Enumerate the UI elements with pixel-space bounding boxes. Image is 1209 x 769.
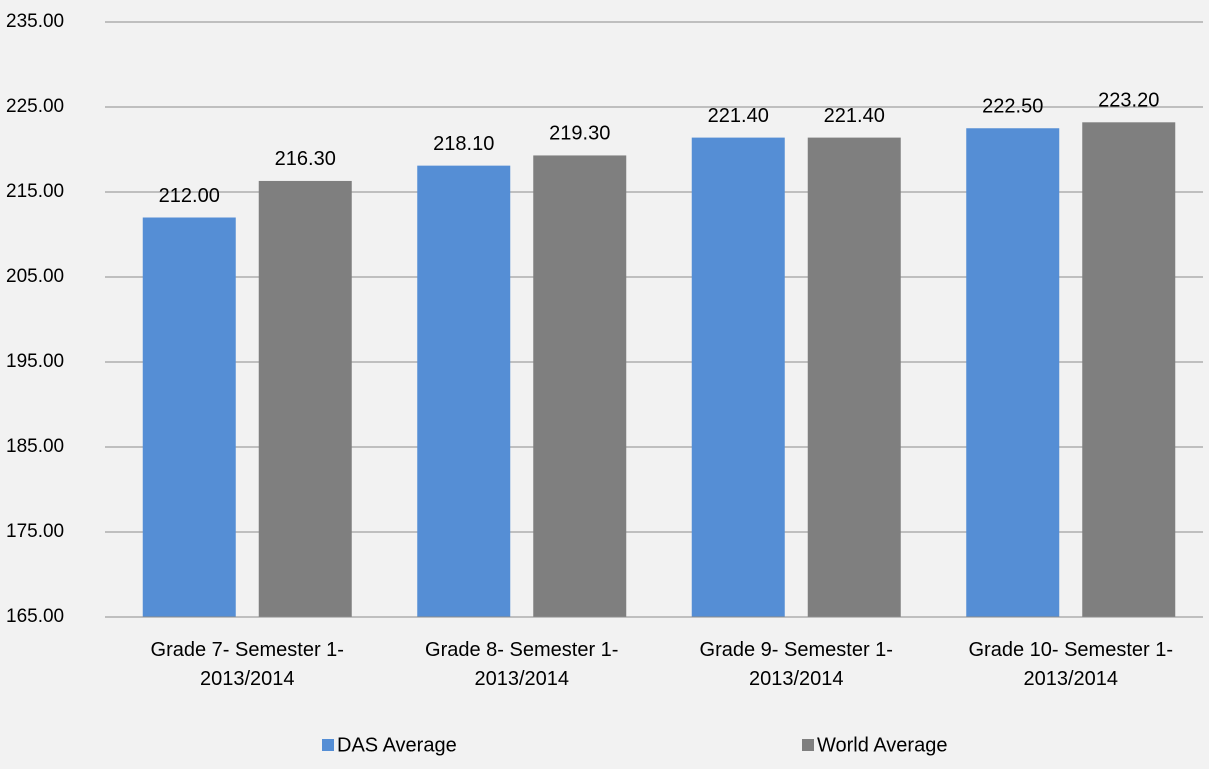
legend-label: DAS Average [337, 734, 457, 756]
x-tick-label: Grade 8- Semester 1- 2013/2014 [425, 639, 619, 690]
bar [691, 137, 785, 617]
bar [258, 180, 352, 617]
y-tick-label: 195.00 [6, 351, 64, 372]
data-label: 221.40 [708, 105, 769, 127]
y-tick-label: 175.00 [6, 521, 64, 542]
legend-swatch [322, 739, 334, 751]
y-tick-label: 185.00 [6, 436, 64, 457]
y-tick-label: 165.00 [6, 606, 64, 627]
data-label: 223.20 [1098, 90, 1159, 112]
bar [966, 128, 1060, 617]
x-tick-label: Grade 10- Semester 1- 2013/2014 [968, 639, 1174, 690]
y-tick-label: 215.00 [6, 181, 64, 202]
data-label: 219.30 [549, 123, 610, 145]
legend-label: World Average [817, 734, 947, 756]
data-label: 218.10 [433, 133, 494, 155]
y-tick-label: 235.00 [6, 11, 64, 32]
bar [142, 217, 236, 617]
bar [1082, 122, 1176, 618]
data-label: 221.40 [824, 105, 885, 127]
bar [417, 165, 511, 617]
data-label: 222.50 [982, 96, 1043, 118]
bar [533, 155, 627, 617]
x-tick-label: Grade 9- Semester 1- 2013/2014 [699, 639, 893, 690]
y-tick-label: 205.00 [6, 266, 64, 287]
bar [807, 137, 901, 617]
data-label: 216.30 [275, 148, 336, 170]
y-tick-label: 225.00 [6, 96, 64, 117]
x-tick-label: Grade 7- Semester 1- 2013/2014 [150, 639, 344, 690]
legend-swatch [802, 739, 814, 751]
data-label: 212.00 [159, 185, 220, 207]
